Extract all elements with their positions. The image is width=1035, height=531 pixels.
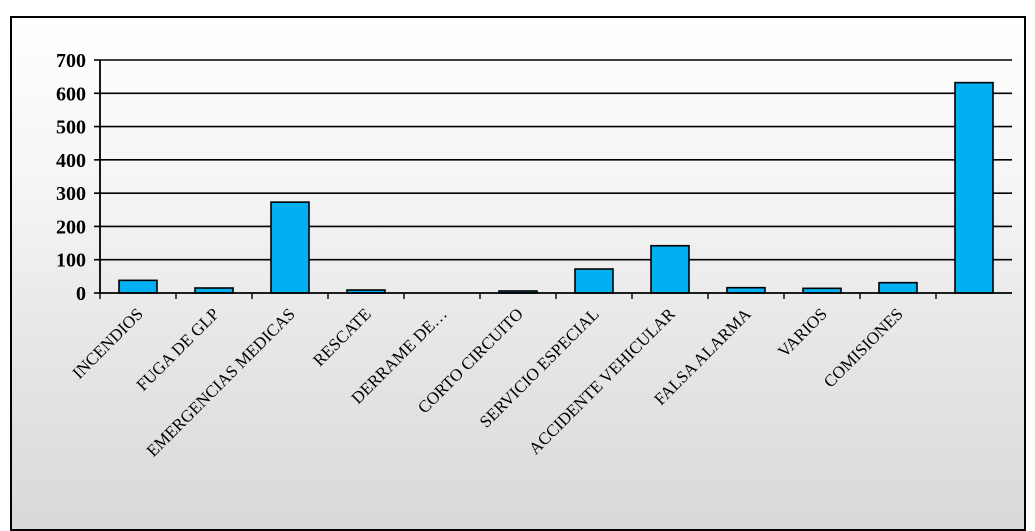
bar [270, 201, 310, 294]
y-tick-label: 100 [56, 250, 86, 272]
y-tick-labels: 0 100 200 300 400 500 600 700 [56, 50, 86, 305]
y-tick-label: 500 [56, 117, 86, 139]
x-category-label: INCENDIOS [69, 304, 147, 382]
x-category-label: COMISIONES [820, 304, 907, 391]
bar [650, 244, 690, 294]
gridlines [100, 59, 1012, 261]
bar [878, 281, 918, 294]
chart-frame: 0 100 200 300 400 500 600 700 INCENDIOS FUGA DE … [10, 16, 1026, 531]
y-tick-label: 0 [76, 283, 86, 305]
y-tick-label: 600 [56, 83, 86, 105]
bar [574, 268, 614, 294]
axes [94, 59, 1012, 299]
x-category-label: VARIOS [774, 304, 831, 361]
x-category-label: RESCATE [309, 304, 375, 370]
x-category-label: EMERGENCIAS MEDICAS [143, 304, 299, 460]
bar [118, 279, 158, 294]
y-tick-label: 200 [56, 216, 86, 238]
y-tick-label: 300 [56, 183, 86, 205]
bar [954, 81, 994, 294]
bars [118, 81, 994, 294]
y-tick-label: 700 [56, 50, 86, 72]
y-tick-label: 400 [56, 150, 86, 172]
x-category-label: ACCIDENTE VEHICULAR [525, 304, 679, 458]
